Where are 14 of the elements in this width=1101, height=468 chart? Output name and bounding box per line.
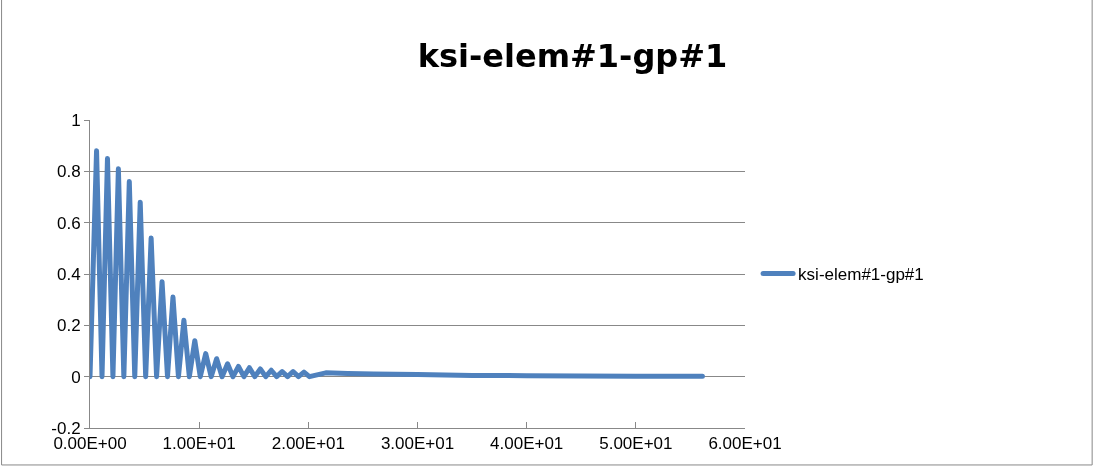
- y-tick-label: 1: [71, 110, 81, 130]
- x-tick-label: 3.00E+01: [380, 434, 455, 454]
- legend-label: ksi-elem#1-gp#1: [798, 265, 924, 285]
- y-tick-label: 0.2: [56, 316, 81, 336]
- y-tick-label: 0: [71, 367, 81, 387]
- x-tick-label: 5.00E+01: [599, 434, 673, 454]
- y-tick-label: 0.6: [56, 213, 81, 233]
- y-tick-label: 0.4: [56, 264, 81, 284]
- x-tick-label: 6.00E+01: [708, 434, 782, 454]
- chart-title: ksi-elem#1-gp#1: [417, 37, 728, 76]
- x-tick-label: 2.00E+01: [271, 434, 345, 454]
- x-tick-label: 1.00E+01: [162, 434, 236, 454]
- y-tick-label: 0.8: [56, 162, 81, 182]
- x-tick-label: 4.00E+01: [490, 434, 564, 454]
